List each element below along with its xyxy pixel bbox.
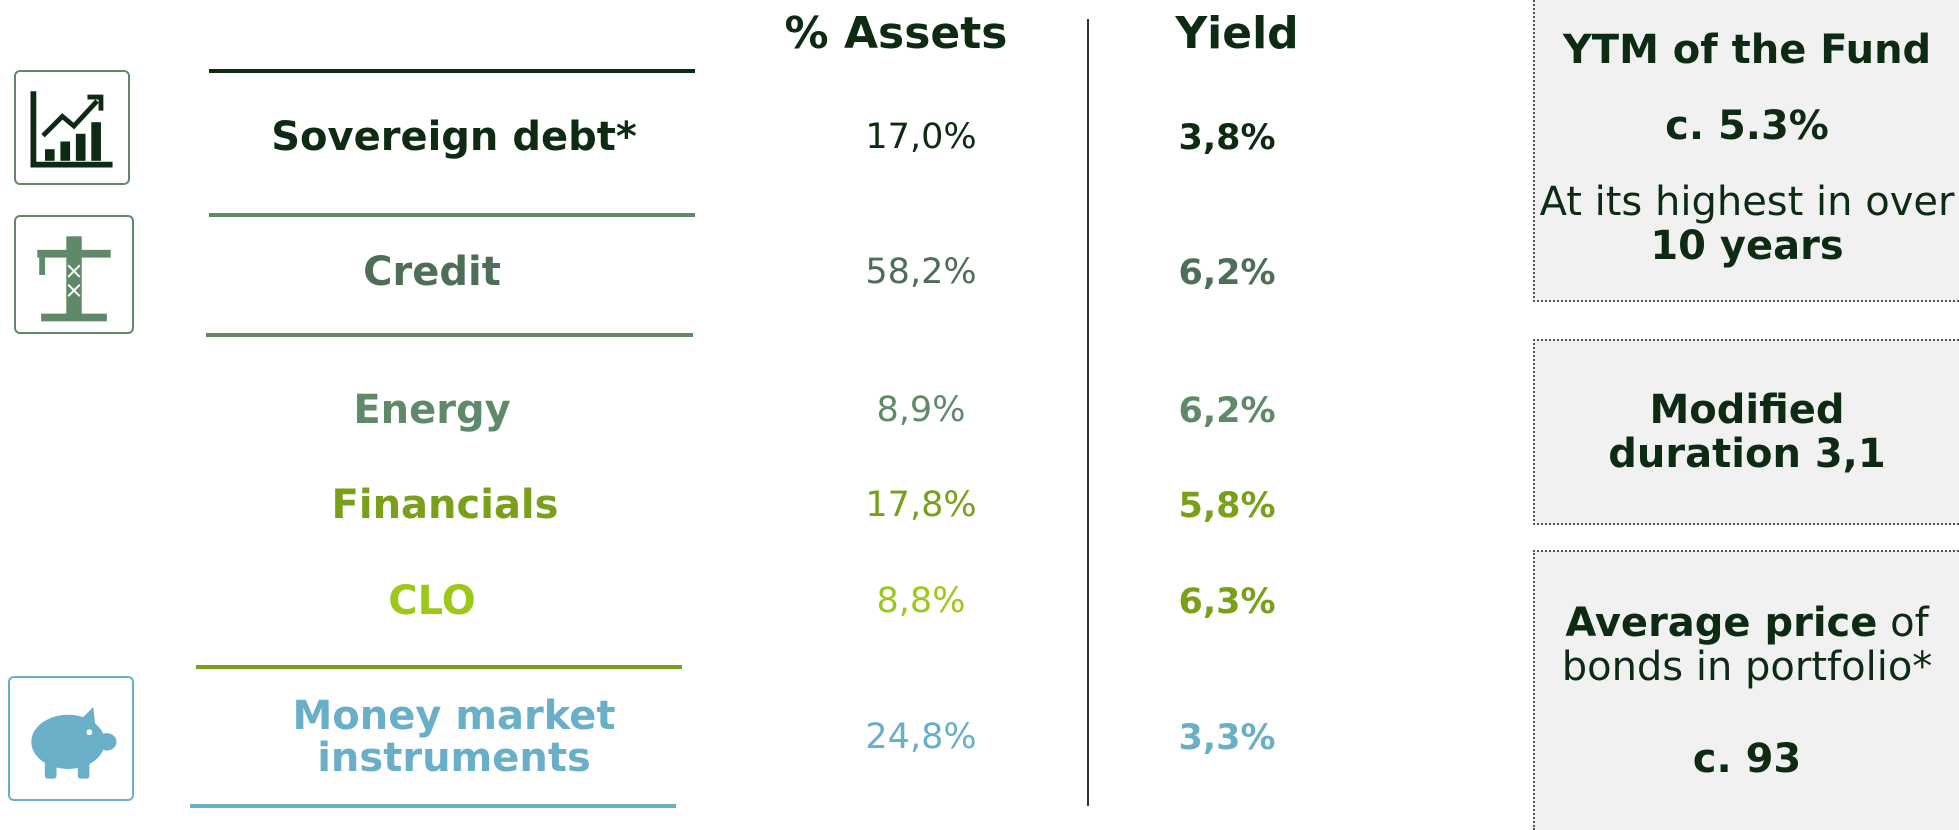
row-label: Financials — [331, 482, 559, 528]
box-paragraph: At its highest in over 10 years — [1535, 180, 1959, 268]
info-box: YTM of the Fund c. 5.3% At its highest in … — [1533, 0, 1959, 302]
box-text: of bonds in portfolio* — [1561, 599, 1933, 690]
rule — [206, 333, 693, 337]
box-text: Modified duration 3,1 — [1608, 387, 1886, 477]
box-text: c. 93 — [1692, 736, 1802, 783]
row-label: CLO — [388, 578, 476, 624]
box-text: YTM of the Fund — [1562, 27, 1932, 73]
chart-icon — [14, 70, 130, 185]
rule — [209, 69, 695, 73]
assets-value: 8,8% — [876, 581, 966, 621]
box-text: At its highest in over — [1539, 179, 1955, 225]
assets-value: 17,0% — [865, 117, 977, 157]
rule — [196, 665, 682, 669]
row-label: Sovereign debt* — [271, 114, 637, 160]
crane-icon — [14, 215, 134, 334]
yield-value: 3,8% — [1178, 118, 1276, 158]
piggy-icon — [8, 676, 134, 801]
box-text: 10 years — [1650, 223, 1844, 269]
rule — [209, 213, 695, 217]
info-box: Average price of bonds in portfolio* c. 9… — [1533, 550, 1959, 830]
assets-value: 58,2% — [865, 252, 977, 292]
yield-value: 3,3% — [1178, 718, 1276, 758]
column-header: Yield — [1175, 8, 1299, 59]
assets-value: 17,8% — [865, 485, 977, 525]
box-paragraph: Modified duration 3,1 — [1535, 388, 1959, 476]
box-paragraph: Average price of bonds in portfolio* — [1535, 601, 1959, 689]
box-paragraph: c. 93 — [1535, 737, 1959, 781]
box-paragraph: YTM of the Fund — [1535, 28, 1959, 72]
box-text: c. 5.3% — [1665, 103, 1829, 149]
row-label: Money market instruments — [292, 693, 616, 781]
yield-value: 6,2% — [1178, 253, 1276, 293]
box-paragraph: c. 5.3% — [1535, 104, 1959, 148]
row-label: Credit — [363, 249, 501, 295]
info-box: Modified duration 3,1 — [1533, 339, 1959, 525]
row-label: Energy — [353, 387, 511, 433]
column-header: % Assets — [784, 8, 1008, 59]
yield-value: 6,2% — [1178, 391, 1276, 431]
box-text: Average price — [1565, 599, 1878, 646]
assets-value: 8,9% — [876, 390, 966, 430]
yield-value: 6,3% — [1178, 582, 1276, 622]
column-divider — [1087, 19, 1089, 806]
assets-value: 24,8% — [865, 717, 977, 757]
yield-value: 5,8% — [1178, 486, 1276, 526]
rule — [190, 804, 676, 808]
